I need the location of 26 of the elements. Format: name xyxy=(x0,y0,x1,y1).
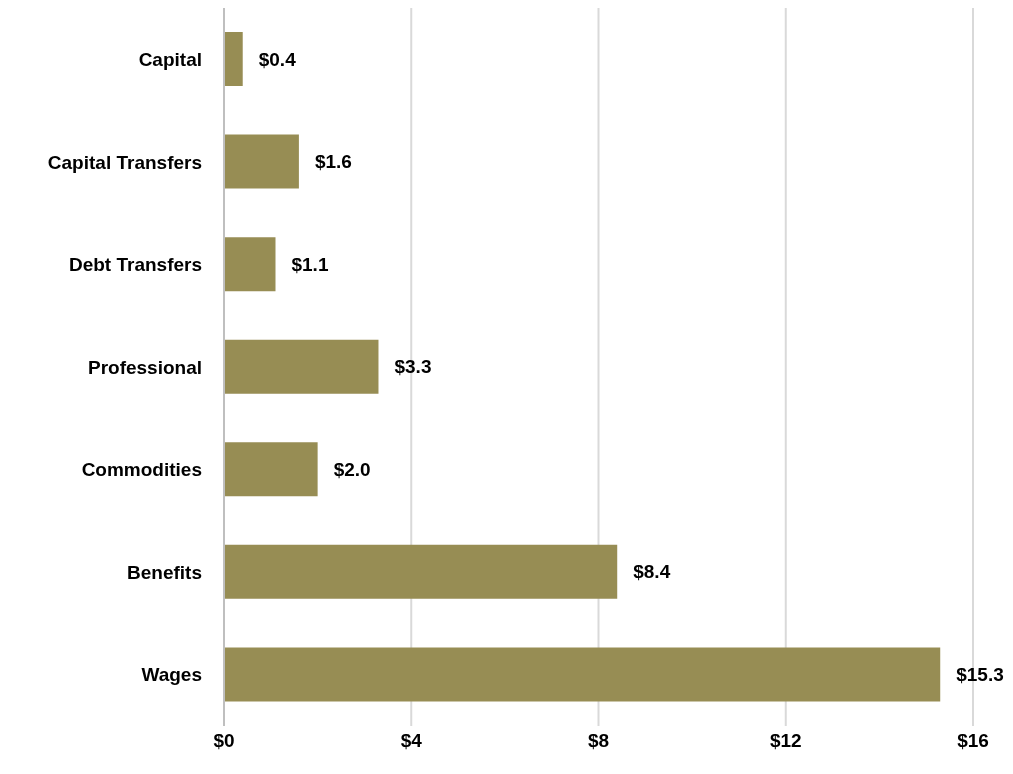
y-tick-label: Capital xyxy=(138,49,202,71)
y-tick-label: Benefits xyxy=(127,561,202,583)
y-tick-label: Debt Transfers xyxy=(68,254,202,276)
bar xyxy=(224,237,276,292)
data-label: $2.0 xyxy=(333,458,371,480)
data-label: $3.3 xyxy=(394,356,432,378)
data-label: $1.6 xyxy=(314,151,352,173)
bar xyxy=(224,339,379,394)
data-label: $0.4 xyxy=(258,48,297,70)
x-tick-label: $16 xyxy=(957,730,989,752)
x-tick-label: $8 xyxy=(587,730,610,752)
y-tick-label: Capital Transfers xyxy=(47,151,202,173)
bar xyxy=(224,442,318,497)
data-label: $15.3 xyxy=(956,663,1004,685)
y-tick-label: Wages xyxy=(141,664,202,686)
x-tick-label: $0 xyxy=(213,730,235,752)
x-tick-label: $4 xyxy=(400,730,423,752)
bar xyxy=(224,647,941,702)
bar xyxy=(224,32,243,86)
bar xyxy=(224,134,299,189)
data-label: $1.1 xyxy=(291,253,329,275)
data-label: $8.4 xyxy=(633,561,671,583)
y-tick-label: Professional xyxy=(87,356,202,378)
y-tick-label: Commodities xyxy=(81,459,202,481)
x-tick-label: $12 xyxy=(769,730,802,752)
bar xyxy=(224,544,618,599)
